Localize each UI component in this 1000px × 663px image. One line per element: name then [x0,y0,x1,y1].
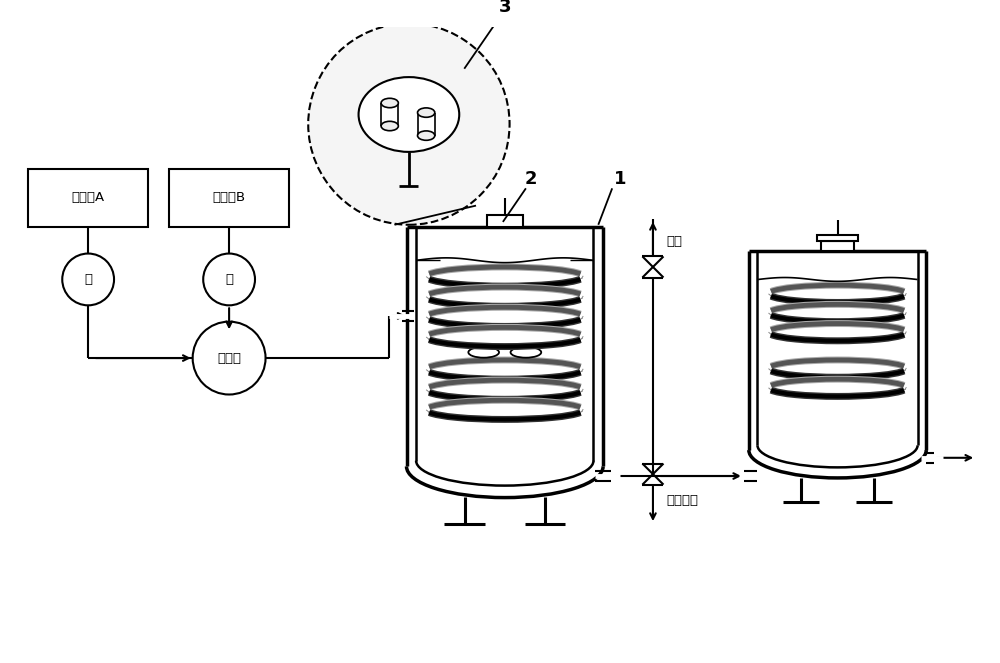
Ellipse shape [418,131,435,141]
Ellipse shape [381,121,398,131]
Text: 泵: 泵 [84,273,92,286]
Text: 排气: 排气 [666,235,682,247]
Bar [28,169,148,227]
Text: 反应物A: 反应物A [72,192,105,204]
Ellipse shape [381,98,398,107]
Bar [169,169,289,227]
Ellipse shape [359,77,459,152]
Text: 反应物B: 反应物B [213,192,246,204]
Text: 混合器: 混合器 [217,351,241,365]
Circle shape [193,322,266,394]
Bar [821,241,854,251]
Text: 1: 1 [614,170,626,188]
Text: 2: 2 [524,170,537,188]
Text: 3: 3 [499,0,511,16]
Bar [487,215,523,227]
Circle shape [203,253,255,306]
Bar [817,235,858,241]
Ellipse shape [468,347,499,357]
Ellipse shape [511,347,541,357]
Text: 泵: 泵 [225,273,233,286]
Circle shape [308,23,510,225]
Text: 紧急卸料: 紧急卸料 [666,495,698,507]
Ellipse shape [418,108,435,117]
Circle shape [62,253,114,306]
